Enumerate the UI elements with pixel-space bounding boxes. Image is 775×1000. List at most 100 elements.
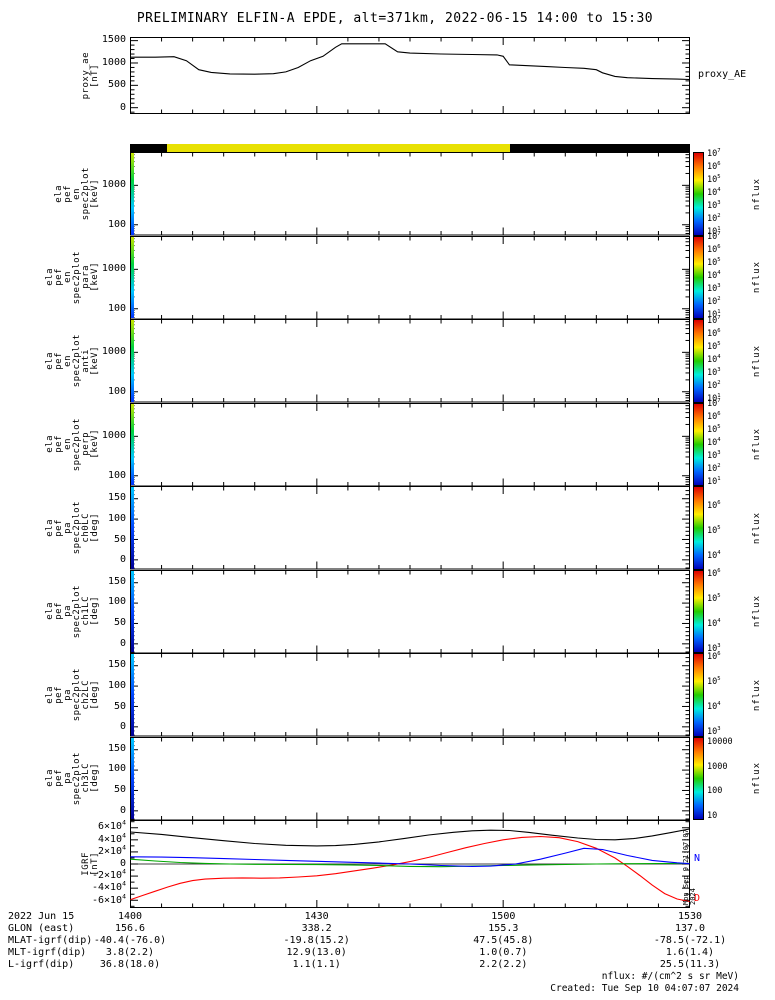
colorbar-tick-label: 103 [707, 642, 721, 654]
ytick-label: 100 [107, 763, 126, 775]
colorbar-title: nflux [752, 344, 762, 377]
panel-frame [130, 486, 690, 570]
colorbar-tick-label: 102 [707, 463, 721, 475]
ytick-label: 0 [119, 804, 126, 816]
colorbar-tick-label: 105 [707, 340, 721, 352]
colorbar-tick-label: 105 [707, 525, 721, 536]
component-label-D: D [694, 892, 701, 904]
ytick-label: 1000 [101, 179, 126, 191]
colorbar-ela_pef_en_spec2plot [693, 152, 704, 236]
colorbar-title: nflux [752, 762, 762, 795]
footer-created: Created: Tue Sep 10 04:07:07 2024 [550, 982, 739, 994]
ytick-label: 1500 [101, 34, 126, 46]
ytick-label: 100 [107, 469, 126, 481]
table-cell: 1.6(1.4) [665, 947, 715, 958]
ytick-label: 6×104 [97, 819, 126, 833]
spectrogram-data-strip [131, 487, 134, 569]
table-cell: -40.4(-76.0) [93, 935, 167, 946]
ytick-label: 0 [119, 721, 126, 733]
colorbar-tick-label: 106 [707, 500, 721, 511]
colorbar-title: nflux [752, 511, 762, 544]
colorbar-tick-label: 103 [707, 450, 721, 462]
ytick-label: 50 [113, 617, 126, 629]
table-cell: 47.5(45.8) [473, 935, 534, 946]
colorbar-ela_pef_en_spec2plot_perp [693, 402, 704, 486]
panel-frame [130, 152, 690, 236]
table-cell: -78.5(-72.1) [653, 935, 727, 946]
panel-ela_pef_en_spec2plot_perp [130, 402, 690, 486]
ytick-label: 150 [107, 575, 126, 587]
colorbar-tick-label: 104 [707, 550, 721, 561]
colorbar-tick-label: 105 [707, 592, 721, 604]
ytick-label: 100 [107, 386, 126, 398]
colorbar-tick-label: 106 [707, 327, 721, 339]
colorbar-ela_pef_pa_spec2plot_ch3LC [693, 736, 704, 820]
panel-frame [130, 569, 690, 653]
colorbar-ela_pef_pa_spec2plot_ch0LC [693, 486, 704, 570]
colorbar-tick-label: 104 [707, 617, 721, 629]
colorbar-ela_pef_en_spec2plot_anti [693, 319, 704, 403]
colorbar-title: nflux [752, 595, 762, 628]
ytick-label: 150 [107, 659, 126, 671]
panel-ela_pef_pa_spec2plot_ch2LC [130, 653, 690, 737]
colorbar-title: nflux [752, 177, 762, 210]
ytick-label: 100 [107, 302, 126, 314]
table-row-label: L-igrf(dip) [8, 959, 75, 970]
footer-units: nflux: #/(cm^2 s sr MeV) [601, 971, 739, 982]
page-title: PRELIMINARY ELFIN-A EPDE, alt=371km, 202… [136, 11, 654, 26]
ytick-label: 150 [107, 742, 126, 754]
table-cell: 156.6 [114, 923, 146, 934]
colorbar-title: nflux [752, 261, 762, 294]
panel-ela_pef_pa_spec2plot_ch3LC [130, 736, 690, 820]
table-row-label: MLAT-igrf(dip) [8, 935, 93, 946]
spectrogram-data-strip [131, 320, 134, 402]
colorbar-tick-label: 106 [707, 651, 721, 662]
ytick-label: 4×104 [97, 831, 126, 845]
status-bar-segment [167, 144, 510, 152]
spectrogram-data-strip [131, 570, 134, 652]
colorbar-ela_pef_en_spec2plot_para [693, 235, 704, 319]
colorbar-tick-label: 106 [707, 411, 721, 423]
colorbar-tick-label: 10000 [707, 737, 733, 748]
ytick-label: -2×104 [91, 867, 126, 882]
colorbar-tick-label: 10 [707, 811, 718, 822]
component-label-N: N [694, 852, 701, 864]
ytick-label: -6×104 [91, 892, 126, 906]
ytick-label: -4×104 [91, 880, 126, 894]
colorbar-tick-label: 102 [707, 296, 721, 308]
ytick-label: 50 [113, 533, 126, 545]
colorbar-tick-label: 107 [707, 398, 721, 409]
ytick-label: 100 [107, 219, 126, 231]
ytick-label: 0 [119, 858, 126, 869]
ytick-label: 50 [113, 784, 126, 796]
table-cell: 3.8(2.2) [105, 947, 155, 958]
colorbar-title: nflux [752, 678, 762, 711]
table-cell: 25.5(11.3) [659, 959, 721, 970]
ytick-label: 1000 [101, 429, 126, 441]
status-bar-segment [130, 144, 168, 152]
table-cell: 36.8(18.0) [99, 959, 161, 970]
colorbar-tick-label: 105 [707, 257, 721, 269]
ytick-label: 100 [107, 679, 126, 691]
panel-proxy_ae [130, 37, 690, 114]
colorbar-tick-label: 105 [707, 676, 721, 688]
table-cell: 2.2(2.2) [479, 959, 528, 970]
colorbar-tick-label: 103 [707, 200, 721, 211]
panel-ela_pef_pa_spec2plot_ch1LC [130, 569, 690, 653]
panel-frame [130, 319, 690, 403]
colorbar-tick-label: 101 [707, 393, 721, 404]
ytick-label: 150 [107, 492, 126, 504]
status-bar-segment [509, 144, 690, 152]
colorbar-ela_pef_pa_spec2plot_ch2LC [693, 653, 704, 737]
colorbar-ela_pef_pa_spec2plot_ch1LC [693, 569, 704, 653]
series-Btotal [130, 828, 690, 847]
panel-ela_pef_en_spec2plot [130, 152, 690, 236]
panel-frame [130, 653, 690, 737]
series-N [130, 847, 690, 867]
colorbar-tick-label: 104 [707, 270, 721, 282]
colorbar-tick-label: 107 [707, 231, 721, 242]
colorbar-tick-label: 103 [707, 367, 721, 378]
footer: nflux: #/(cm^2 s sr MeV) Created: Tue Se… [550, 971, 739, 994]
colorbar-tick-label: 103 [707, 283, 721, 295]
panel-frame [130, 736, 690, 820]
